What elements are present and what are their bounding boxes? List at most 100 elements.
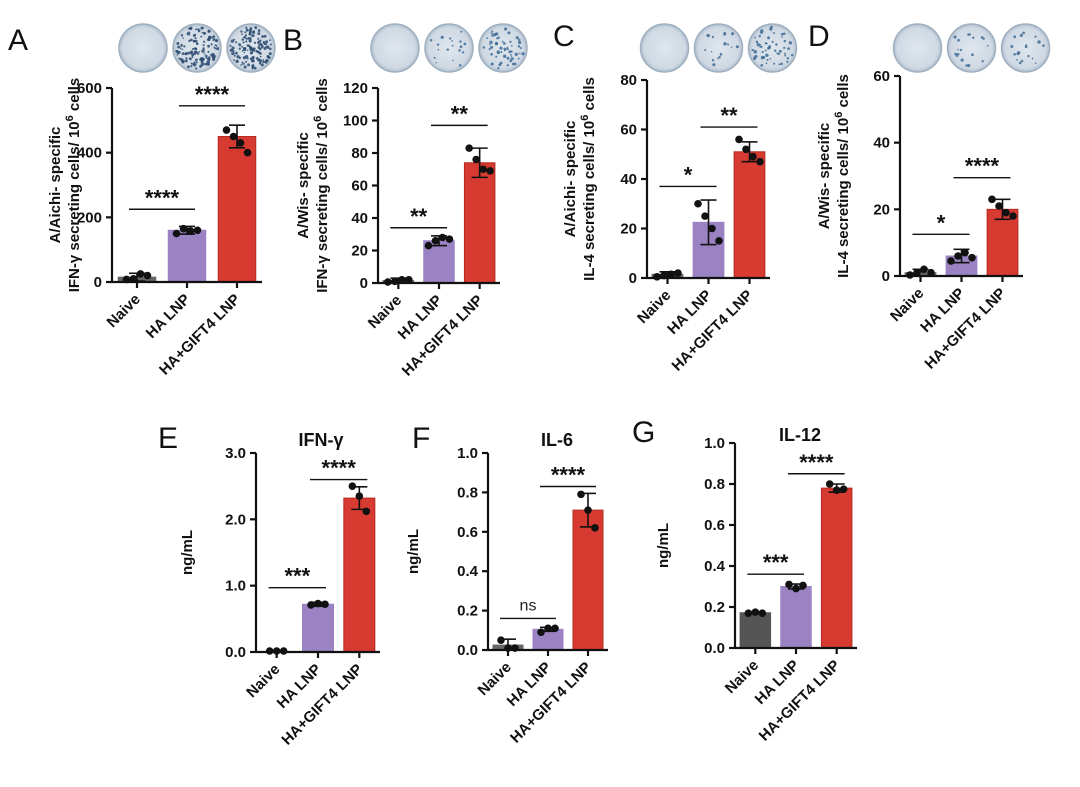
well-spot [207,57,211,62]
data-point [715,237,723,245]
data-point [961,248,969,257]
well-spot [504,49,506,52]
data-point [988,195,996,204]
well-spot [787,47,790,50]
well-spot [263,34,267,38]
well-spot [1031,57,1034,60]
well-spot [233,59,236,61]
well-spot [210,43,213,45]
well-spot [751,48,754,52]
well-spot [187,31,191,35]
well-spot [489,40,493,44]
well-spot [458,64,462,67]
data-point [129,274,138,283]
elispot-well-image [478,23,528,73]
well-spot [719,53,723,56]
well-spot [518,38,521,42]
well-spot [178,57,181,60]
data-point [968,253,976,262]
well-spot [499,46,503,50]
bar-ha-gift4-lnp [463,162,496,284]
data-point [186,227,195,235]
well-spot [229,44,232,47]
data-point [172,229,181,238]
y-axis-label: ng/mL [405,529,422,574]
well-spot [511,62,515,66]
well-spot [192,34,196,37]
well-spot [783,46,786,49]
data-point [927,268,935,277]
y-axis-label-2: IFN-γ secreting cells/ 106 cells [64,78,83,293]
well-spot [1019,33,1023,37]
y-axis-label-2-text: IL-4 secreting cells/ 10 [581,121,598,281]
data-point [314,599,322,608]
well-spot [190,52,193,55]
well-spot [196,52,200,55]
well-spot [258,62,262,65]
well-spot [181,48,184,51]
well-spot [244,34,248,37]
data-point [243,148,252,157]
well-spot [207,50,210,53]
well-spot [515,36,519,40]
well-spot [259,52,262,55]
well-spot [490,62,494,66]
x-tick-label: Naive [104,291,144,331]
well-spot [759,43,762,46]
well-spot [510,45,513,47]
well-spot [707,35,710,37]
well-spot [180,45,183,47]
well-spot [257,41,260,44]
data-point [653,272,661,281]
well-spot [433,56,436,59]
well-spot [176,53,179,56]
y-tick-label: 2.0 [225,511,246,528]
well-spot [251,56,255,60]
data-point [742,145,750,154]
elispot-well-image [424,23,474,73]
well-spot [245,37,248,40]
well-spot [1013,35,1017,39]
well-spot [195,61,198,64]
well-spot [497,36,501,39]
significance-label: **** [965,154,1000,179]
well-spot [190,38,193,42]
data-point [825,480,834,488]
well-spot [260,46,264,49]
well-spot [183,45,186,48]
bar-ha-gift4-lnp [343,497,376,653]
well-spot [718,56,721,59]
well-spot [207,35,212,40]
bar-ha-gift4-lnp [217,136,257,283]
well-spot [254,26,258,29]
well-spot [519,46,522,50]
panel-D: D A/Wis- specific IL-4 secreting cells/ 10… [808,20,1051,373]
well-spot [251,67,254,70]
y-tick-label: 0.4 [704,558,726,575]
well-spot [957,38,960,42]
well-spot [972,36,975,39]
data-point [362,507,371,516]
well-spot [249,31,251,34]
well-spot [495,55,498,58]
well-spot [986,44,989,47]
well-spot [759,45,762,48]
well-spot [1020,59,1024,63]
well-spot [1010,45,1014,48]
y-axis-label: A/Aichi- specific [562,121,579,238]
data-point [193,226,202,235]
elispot-well-image [639,23,690,73]
well-spot [267,45,270,48]
x-tick-label: HA LNP [143,291,194,342]
well-spot [200,59,204,63]
well-spot [209,53,212,56]
well-spot [240,64,242,66]
well-spot [446,48,450,51]
well-spot [491,30,494,33]
elispot-well-image [226,23,276,73]
well-spot [177,52,180,54]
y-tick-label: 40 [620,171,637,188]
well-spot [197,28,200,31]
well-spot [253,66,257,70]
elispot-well-image [946,23,997,73]
